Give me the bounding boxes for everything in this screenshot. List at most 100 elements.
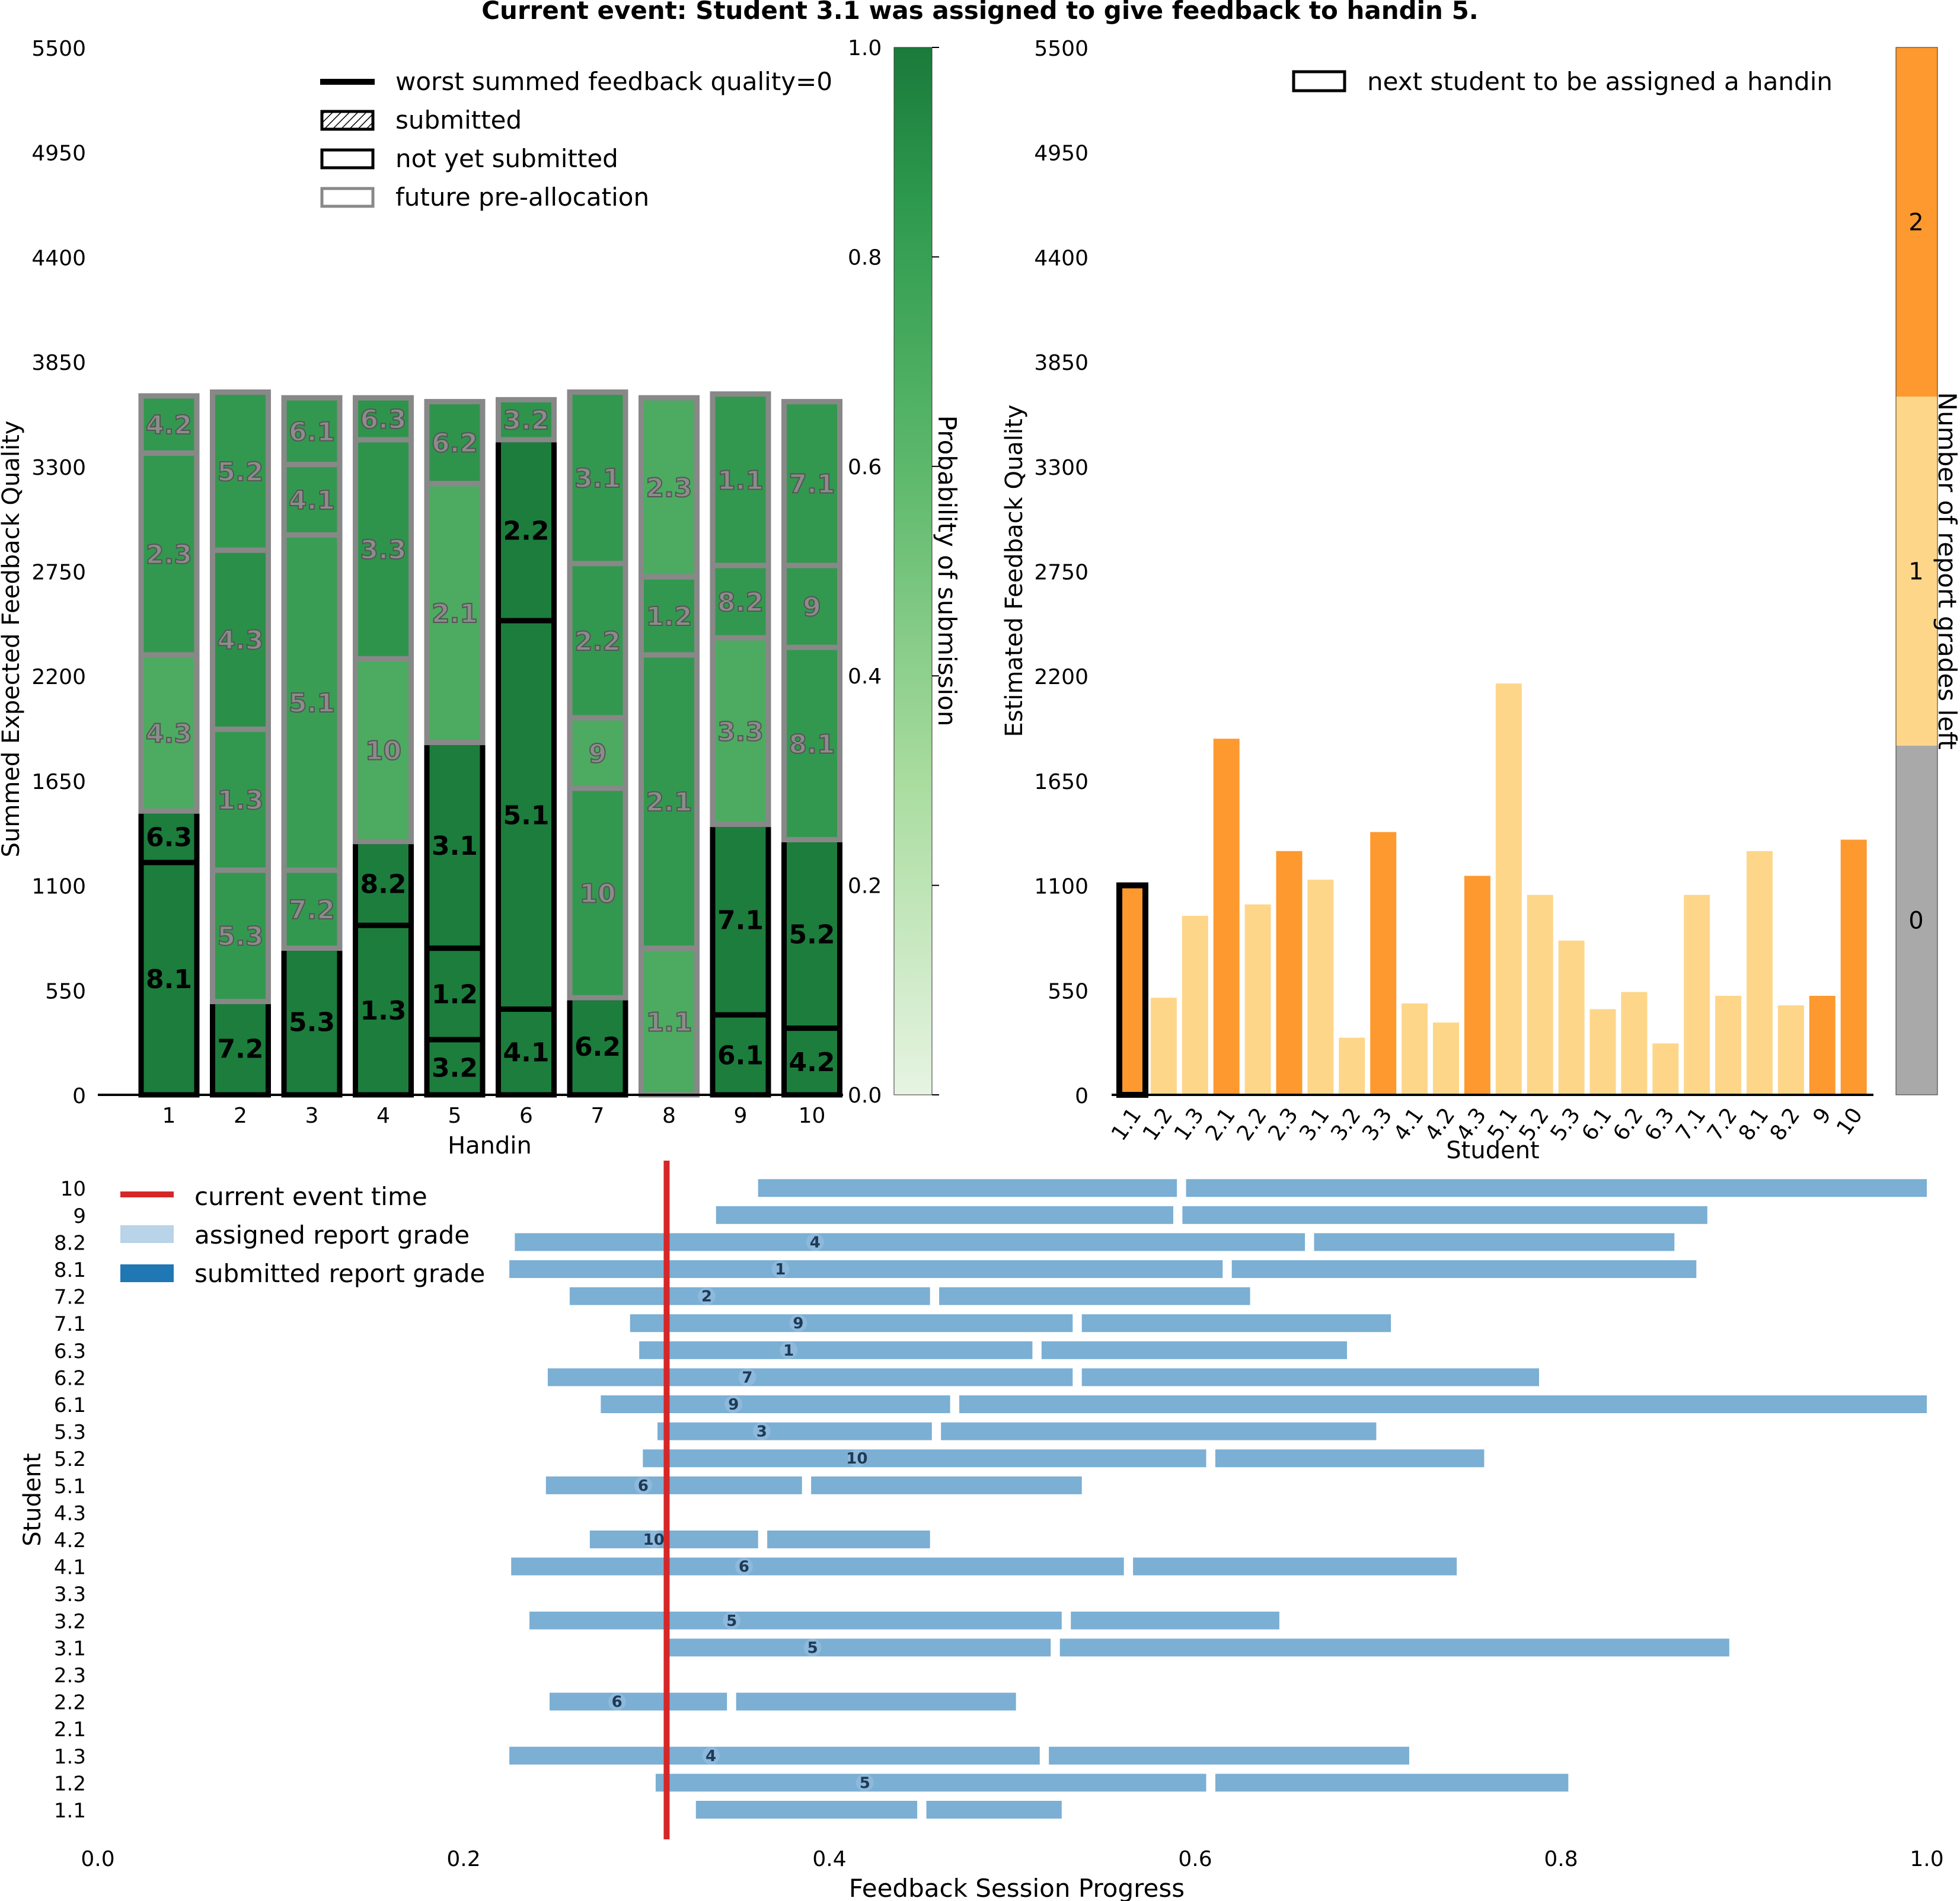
handin-9-segment-label: 7.1 <box>717 905 764 935</box>
student-bars <box>1116 683 1867 1098</box>
timeline-row-label: 8.2 <box>54 1231 86 1255</box>
probability-tick-label: 0.6 <box>848 455 882 480</box>
timeline-handin-badge <box>855 1774 874 1792</box>
timeline-bar-3-1-1 <box>1059 1638 1729 1657</box>
grades-left-tick-label: 2 <box>1908 209 1923 237</box>
timeline-handin-badge <box>848 1449 866 1468</box>
student-bar-4-2 <box>1433 1022 1459 1095</box>
student-x-tick-label: 2.3 <box>1263 1104 1303 1145</box>
handin-3-segment-label: 6.1 <box>289 417 335 447</box>
timeline-bar-2-2-1 <box>736 1692 1016 1711</box>
handin-6-segment-label: 5.1 <box>503 801 550 831</box>
student-x-tick-label: 3.3 <box>1358 1104 1397 1145</box>
handin-2-segment-1-3 <box>210 726 271 873</box>
handin-2-segment-4-3 <box>210 547 271 732</box>
handin-5-segment-6-2 <box>424 399 486 487</box>
timeline-bar-1-2-1 <box>1215 1774 1569 1792</box>
legend-submitted-label: submitted <box>395 106 522 135</box>
timeline-bar-1-1-0 <box>695 1801 918 1819</box>
grades-left-band-0 <box>1896 746 1937 1095</box>
grades-left-colorbar: 0 1 2 Number of report grades left <box>1895 47 1960 1095</box>
handin-5-segment-2-1 <box>424 481 486 746</box>
handin-8-segment-label: 1.1 <box>646 1007 692 1037</box>
student-y-tick-label: 0 <box>1075 1084 1088 1108</box>
student-y-tick-label: 5500 <box>1034 37 1088 61</box>
timeline-bar-1-3-1 <box>1049 1746 1409 1765</box>
timeline-bar-9-0 <box>716 1206 1173 1224</box>
probability-colorbar-label: Probability of submission <box>933 416 962 727</box>
student-bar-1-3 <box>1182 916 1208 1095</box>
handin-10-segment-5-2 <box>781 836 842 1031</box>
probability-tick-label: 0.8 <box>848 245 882 270</box>
handin-x-ticks: 1 2 3 4 5 6 7 8 9 10 <box>162 1104 826 1128</box>
timeline-handin-badge <box>608 1692 626 1711</box>
student-bar-1-2 <box>1150 998 1177 1095</box>
timeline-row-label: 2.1 <box>54 1718 86 1742</box>
handin-5-segment-label: 2.1 <box>432 599 478 629</box>
legend-worst-label: worst summed feedback quality=0 <box>395 67 832 96</box>
timeline-handin-badge <box>806 1233 824 1251</box>
timeline-handin-badge <box>697 1287 716 1305</box>
handin-2-segment-7-2 <box>210 999 271 1098</box>
student-y-tick-label: 1650 <box>1034 770 1088 794</box>
timeline-handin-badge <box>752 1422 771 1440</box>
grades-left-tick-label: 0 <box>1908 908 1923 935</box>
legend-assigned-swatch <box>120 1225 174 1243</box>
timeline-bar-3-2-0 <box>529 1611 1062 1630</box>
timeline-handin-badge <box>723 1611 741 1630</box>
handin-1-segment-label: 4.2 <box>146 410 192 440</box>
handin-y-tick-label: 1100 <box>31 875 86 899</box>
handin-10-segment-label: 8.1 <box>789 729 835 759</box>
timeline-bar-7-2-1 <box>939 1287 1250 1305</box>
student-y-label: Estimated Feedback Quality <box>1001 405 1028 737</box>
handin-x-tick-label: 4 <box>376 1104 390 1128</box>
probability-tick-label: 1.0 <box>848 36 882 60</box>
student-x-tick-label: 1.1 <box>1107 1104 1146 1145</box>
student-y-tick-label: 2750 <box>1034 561 1088 585</box>
student-x-tick-label: 8.1 <box>1734 1104 1773 1145</box>
handin-1-segment-label: 8.1 <box>146 964 192 995</box>
timeline-bar-5-1-1 <box>811 1476 1082 1494</box>
handin-y-label: Summed Expected Feedback Quality <box>0 421 25 858</box>
handin-y-tick-label: 2200 <box>31 665 86 689</box>
timeline-handin-label: 7 <box>742 1369 752 1386</box>
timeline-bar-10-1 <box>1186 1179 1927 1197</box>
timeline-bar-6-2-1 <box>1081 1368 1539 1386</box>
legend-not-submitted-swatch <box>320 148 375 170</box>
handin-y-tick-label: 3850 <box>31 351 86 375</box>
timeline-y-label: Student <box>19 1453 46 1546</box>
timeline-bar-9-1 <box>1182 1206 1707 1224</box>
student-x-label: Student <box>1446 1137 1539 1164</box>
student-bar-8-2 <box>1777 1005 1804 1095</box>
timeline-handin-label: 9 <box>793 1315 803 1333</box>
timeline-handin-label: 6 <box>612 1694 623 1711</box>
timeline-row-label: 4.2 <box>54 1529 86 1552</box>
timeline-handin-label: 4 <box>706 1747 716 1765</box>
handin-3-segment-6-1 <box>281 395 343 468</box>
timeline-row-label: 5.1 <box>54 1475 86 1499</box>
student-x-tick-label: 3.2 <box>1326 1104 1365 1145</box>
probability-tick-label: 0.0 <box>848 1084 882 1108</box>
handin-6-segment-label: 3.2 <box>503 405 550 436</box>
handin-9-segment-8-2 <box>710 563 771 641</box>
student-bar-3-3 <box>1370 832 1397 1095</box>
timeline-x-tick-label: 0.0 <box>81 1847 114 1871</box>
probability-tick-label: 0.4 <box>848 664 882 689</box>
legend-submitted-report-label: submitted report grade <box>194 1259 485 1288</box>
handin-1-segment-2-3 <box>138 450 200 658</box>
handin-bars: 8.1 6.3 4.3 2.3 4.2 7.2 5.3 1.3 4.3 5.2 5.3 7.2 5.1 4… <box>138 389 842 1098</box>
handin-10-segment-label: 9 <box>803 592 821 622</box>
timeline-bar-8-1-0 <box>509 1260 1223 1278</box>
handin-x-label: Handin <box>448 1132 532 1159</box>
timeline-bar-7-1-0 <box>630 1314 1073 1333</box>
timeline-row-label: 2.2 <box>54 1691 86 1715</box>
timeline-handin-label: 10 <box>846 1450 867 1468</box>
timeline-row-label: 6.1 <box>54 1394 86 1417</box>
timeline-bar-10-0 <box>758 1179 1177 1197</box>
handin-x-tick-label: 9 <box>734 1104 748 1128</box>
handin-6-segment-label: 2.2 <box>503 516 550 546</box>
student-bar-3-2 <box>1339 1037 1365 1095</box>
timeline-bar-4-1-0 <box>511 1557 1124 1576</box>
student-x-tick-label: 5.3 <box>1546 1104 1585 1145</box>
